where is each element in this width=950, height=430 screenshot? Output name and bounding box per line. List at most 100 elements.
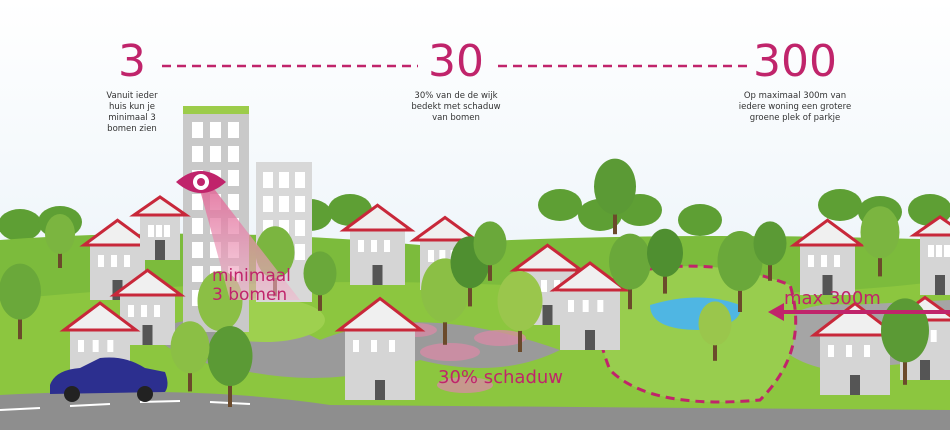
window [295,244,305,260]
house-door [155,240,165,260]
window [228,194,239,210]
house-window [828,345,834,357]
house-window [78,340,84,352]
tree-crown [609,234,651,290]
distant-tree [0,209,42,241]
distant-tree [538,189,582,221]
house-window [141,305,147,317]
description-line: bedekt met schaduw [411,102,500,112]
house-window [107,340,113,352]
house-window [93,340,99,352]
window [228,122,239,138]
window [192,194,203,210]
car-wheel [137,386,153,402]
house-window [846,345,852,357]
window [192,122,203,138]
house-window [358,240,364,252]
window [263,196,273,212]
distance-label: max 300m [784,288,881,309]
house-door [375,380,385,400]
headline-number: 30 [428,36,484,87]
headline-number: 300 [753,36,837,87]
tree-crown [699,301,732,345]
distant-tree [678,204,722,236]
house-window [353,340,359,352]
description-line: van bomen [432,113,480,123]
house-window [111,255,117,267]
house-door [585,330,595,350]
window [279,196,289,212]
house-window [156,225,162,237]
window [279,172,289,188]
house-door [543,305,553,325]
tree-crown [754,221,787,265]
house-window [928,245,934,257]
window [192,266,203,282]
green-roof [183,106,249,114]
house-window [389,340,395,352]
house-window [164,225,170,237]
tree-crown [881,298,929,362]
tree-crown [861,206,900,258]
window [210,146,221,162]
window [263,172,273,188]
tree-crown [498,271,543,331]
window [192,218,203,234]
house-window [154,305,160,317]
house-window [597,300,603,312]
car-wheel [64,386,80,402]
house-window [371,240,377,252]
house-window [98,255,104,267]
trees-label: minimaal [212,266,291,286]
tree-crown [171,321,210,373]
window [192,242,203,258]
description-line: minimaal 3 [108,113,156,123]
window [192,146,203,162]
house-door [850,375,860,395]
house-door [143,325,153,345]
house-window [834,255,840,267]
house-window [148,225,154,237]
window [228,146,239,162]
distant-tree [818,189,862,221]
window [295,172,305,188]
description-line: bomen zien [107,124,157,134]
description-line: 30% van de de wijk [414,91,497,101]
window [228,170,239,186]
tree-crown [594,159,636,215]
house-door [920,360,930,380]
infographic: 3 30 300 Vanuit iederhuis kun jeminimaal… [0,0,950,430]
description-line: iedere woning een grotere [739,102,851,112]
window [210,122,221,138]
tree-crown [647,229,683,277]
house-window [944,245,950,257]
description-line: huis kun je [109,102,155,112]
tree-crown [0,264,41,320]
tree-crown [208,326,253,386]
window [295,196,305,212]
description-line: Op maximaal 300m van [744,91,846,101]
shade-label: 30% schaduw [438,367,563,388]
house-window [864,345,870,357]
house-door [373,265,383,285]
house-window [384,240,390,252]
tree-crown [45,214,75,254]
house-window [936,245,942,257]
headline-number: 3 [118,36,146,87]
window [295,220,305,236]
house-window [428,250,434,262]
house-window [583,300,589,312]
house-window [371,340,377,352]
trees-label: 3 bomen [212,285,287,305]
house-window [128,305,134,317]
tree-crown [304,251,337,295]
house-window [808,255,814,267]
tree-crown [474,221,507,265]
house-window [541,280,547,292]
description-line: Vanuit ieder [106,91,158,101]
eye-pupil [197,178,205,186]
house-window [568,300,574,312]
house-window [821,255,827,267]
house-door [935,275,945,295]
house-window [931,330,937,342]
